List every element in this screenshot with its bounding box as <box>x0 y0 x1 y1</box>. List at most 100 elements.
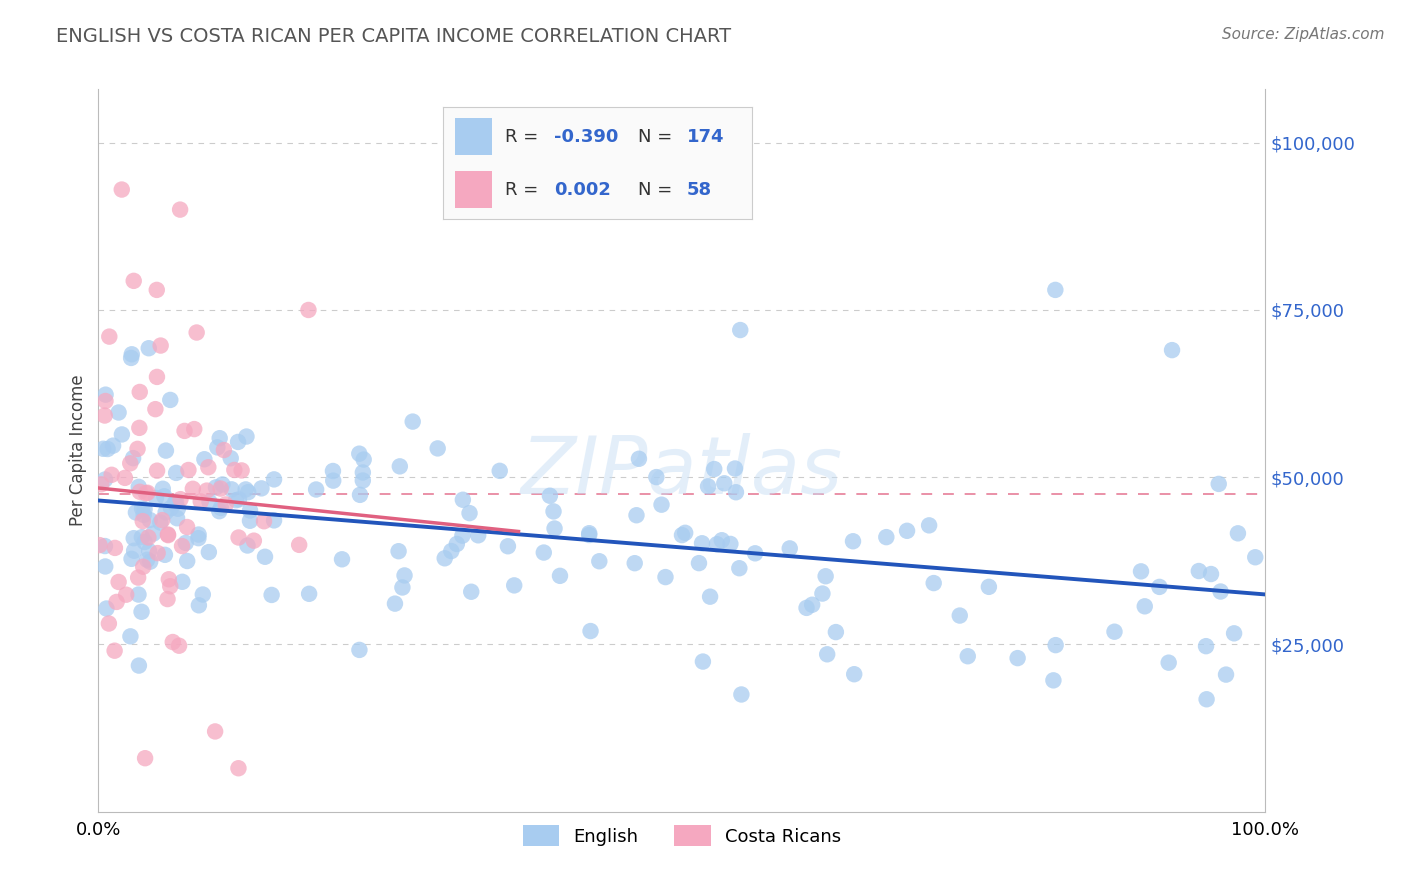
Y-axis label: Per Capita Income: Per Capita Income <box>69 375 87 526</box>
Point <box>146 370 169 384</box>
Point <box>139 513 162 527</box>
Point <box>105 595 128 609</box>
Point <box>384 597 406 611</box>
Point <box>156 592 179 607</box>
Point <box>394 568 416 582</box>
Point <box>730 323 752 337</box>
Point <box>579 624 602 638</box>
Point <box>186 326 208 340</box>
Point <box>131 605 153 619</box>
Point <box>349 447 371 461</box>
Point <box>825 625 848 640</box>
Point <box>209 500 232 515</box>
Point <box>207 441 229 455</box>
Point <box>815 648 838 662</box>
Point <box>205 480 228 494</box>
Point <box>253 514 276 528</box>
Point <box>122 531 145 545</box>
Point <box>145 491 167 505</box>
Point <box>1209 584 1232 599</box>
Point <box>174 536 197 550</box>
Point <box>388 459 411 474</box>
Point <box>228 531 250 545</box>
Point <box>458 506 481 520</box>
Point <box>728 561 751 575</box>
Point <box>120 629 142 643</box>
Point <box>131 530 153 544</box>
Point <box>93 409 115 423</box>
Point <box>224 463 246 477</box>
Point <box>1161 343 1184 357</box>
Point <box>228 492 250 507</box>
Point <box>896 524 918 538</box>
Point <box>98 329 121 343</box>
Point <box>163 496 186 510</box>
Point <box>503 578 526 592</box>
Point <box>533 545 555 559</box>
Point <box>263 513 285 527</box>
Point <box>122 451 145 466</box>
Point <box>305 483 328 497</box>
Point <box>132 559 155 574</box>
Point <box>690 536 713 550</box>
Point <box>166 511 188 525</box>
Point <box>956 649 979 664</box>
Point <box>104 643 127 657</box>
Point <box>208 431 231 445</box>
Point <box>1007 651 1029 665</box>
Point <box>645 470 668 484</box>
Point <box>160 501 183 516</box>
Point <box>121 347 143 361</box>
Point <box>114 471 136 485</box>
Point <box>128 480 150 494</box>
Point <box>162 635 184 649</box>
Point <box>578 526 600 541</box>
Point <box>814 569 837 583</box>
Point <box>713 476 735 491</box>
Point <box>169 202 191 217</box>
Point <box>145 402 167 417</box>
Point <box>451 529 474 543</box>
Point <box>703 462 725 476</box>
Point <box>127 442 149 456</box>
Point <box>1157 656 1180 670</box>
Point <box>1223 626 1246 640</box>
Point <box>467 528 489 542</box>
Point <box>1195 639 1218 653</box>
Point <box>215 497 238 511</box>
Point <box>298 587 321 601</box>
Point <box>253 549 276 564</box>
Point <box>204 724 226 739</box>
Point <box>228 761 250 775</box>
Point <box>538 489 561 503</box>
Point <box>288 538 311 552</box>
Point <box>135 486 157 500</box>
Point <box>263 472 285 486</box>
Point <box>548 569 571 583</box>
Point <box>710 533 733 548</box>
Point <box>198 495 221 509</box>
Point <box>1149 580 1171 594</box>
Point <box>97 616 120 631</box>
Point <box>190 494 212 508</box>
Point <box>627 451 650 466</box>
Point <box>187 531 209 545</box>
Point <box>330 552 353 566</box>
Point <box>89 538 111 552</box>
Point <box>1208 476 1230 491</box>
Point <box>172 574 194 589</box>
Point <box>1130 565 1153 579</box>
Point <box>94 473 117 487</box>
Point <box>91 442 114 456</box>
Point <box>239 514 262 528</box>
Point <box>101 439 124 453</box>
Point <box>918 518 941 533</box>
Point <box>977 580 1000 594</box>
Point <box>322 474 344 488</box>
Point <box>446 537 468 551</box>
Point <box>138 530 160 544</box>
Point <box>239 503 262 517</box>
Point <box>191 587 214 601</box>
Point <box>226 434 249 449</box>
Point <box>322 464 344 478</box>
